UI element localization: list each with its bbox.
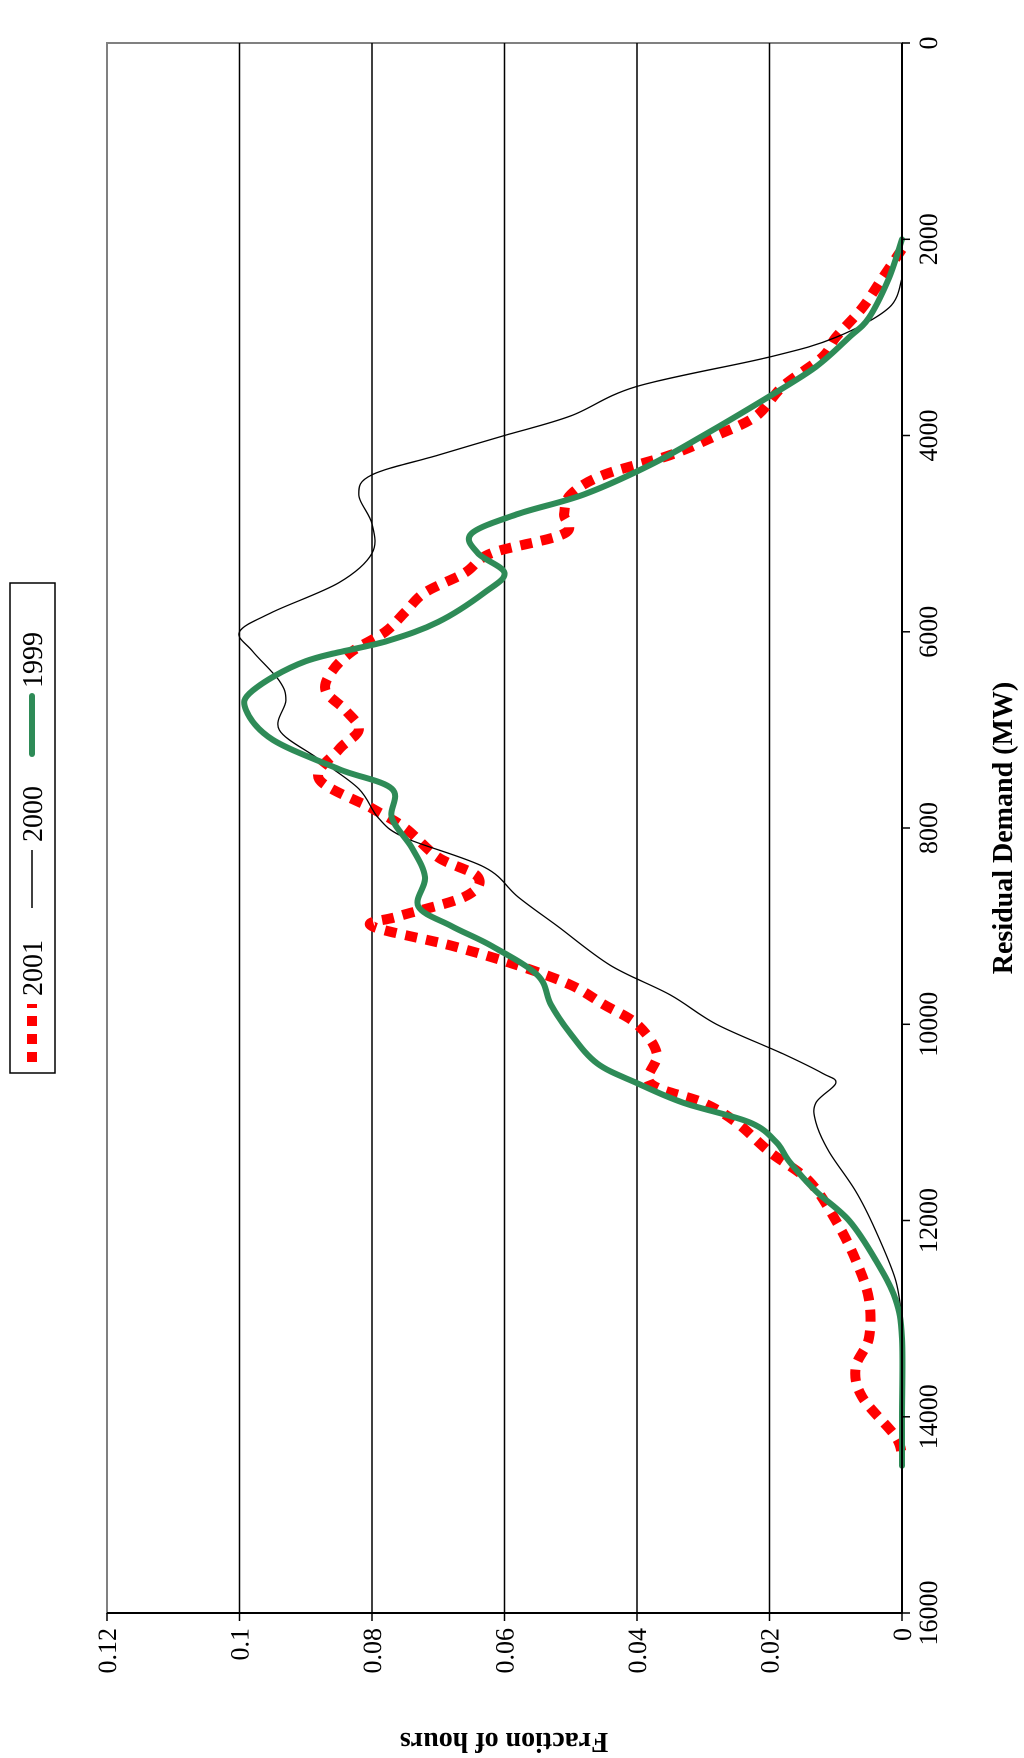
series-line-2000 bbox=[238, 278, 903, 1319]
x-tick-label: 4000 bbox=[914, 410, 943, 462]
legend-box bbox=[9, 582, 56, 1074]
series-line-1999 bbox=[241, 236, 906, 1469]
y-tick-label: 0.12 bbox=[93, 1628, 122, 1674]
x-tick-label: 14000 bbox=[914, 1384, 943, 1449]
y-tick-label: 0.04 bbox=[623, 1628, 652, 1674]
x-tick-label: 10000 bbox=[914, 992, 943, 1057]
series-lines bbox=[238, 236, 907, 1469]
legend: 2001 2000 1999 bbox=[9, 582, 56, 1074]
grid-lines bbox=[238, 43, 771, 1613]
legend-label-2001: 2001 bbox=[18, 940, 49, 996]
x-tick-label: 8000 bbox=[914, 802, 943, 854]
x-tick-label: 2000 bbox=[914, 213, 943, 265]
y-tick-label: 0 bbox=[888, 1628, 917, 1641]
x-axis-title: Residual Demand (MW) bbox=[988, 682, 1019, 974]
y-tick-label: 0.02 bbox=[756, 1628, 785, 1674]
x-tick-label: 6000 bbox=[914, 606, 943, 658]
x-tick-labels: 0 2000 4000 6000 8000 10000 12000 14000 16000 bbox=[902, 37, 943, 1646]
series-line-2001 bbox=[313, 246, 907, 1458]
y-tick-label: 0.06 bbox=[491, 1628, 520, 1674]
x-tick-label: 12000 bbox=[914, 1188, 943, 1253]
x-tick-label: 0 bbox=[914, 37, 943, 50]
x-tick-label: 16000 bbox=[914, 1581, 943, 1646]
legend-label-2000: 2000 bbox=[18, 786, 49, 842]
y-tick-labels: 0 0.02 0.04 0.06 0.08 0.1 0.12 bbox=[93, 1613, 917, 1674]
legend-label-1999: 1999 bbox=[18, 632, 49, 688]
y-tick-label: 0.08 bbox=[358, 1628, 387, 1674]
y-tick-label: 0.1 bbox=[226, 1628, 255, 1661]
y-axis-title: Fraction of hours bbox=[400, 1726, 609, 1753]
